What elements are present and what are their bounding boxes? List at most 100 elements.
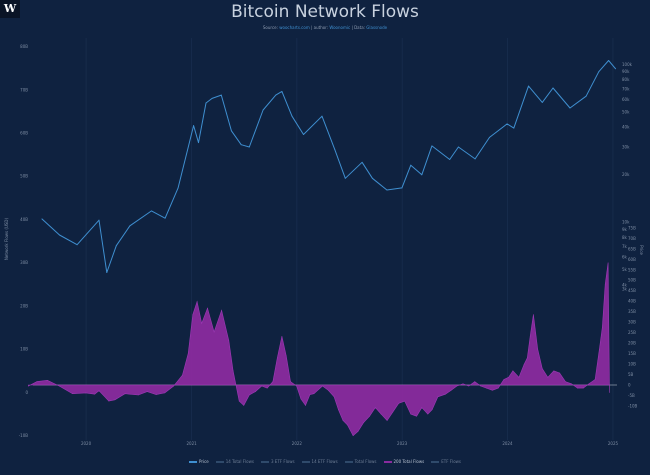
- y-right-flow-tick-label: 65B: [628, 246, 636, 251]
- y-right-price-tick-label: 7k: [622, 244, 628, 249]
- price-point: [211, 97, 213, 99]
- legend-label: 14 ETF Flows: [311, 459, 338, 464]
- price-point: [230, 130, 232, 132]
- price-point: [431, 145, 433, 147]
- flows-point: [328, 390, 329, 391]
- flows-point: [486, 387, 487, 389]
- legend-swatch: [189, 461, 197, 463]
- legend-item[interactable]: 14 ETF Flows: [301, 458, 338, 466]
- flows-point: [583, 387, 584, 389]
- legend-item[interactable]: Total Flows: [344, 458, 377, 466]
- flows-point: [338, 409, 339, 411]
- flows-point: [281, 336, 283, 337]
- price-point: [361, 161, 363, 163]
- legend-label: 200 Total Flows: [393, 459, 425, 464]
- flows-point: [313, 393, 315, 395]
- y-right-flow-tick-label: -5B: [628, 393, 635, 398]
- legend-item[interactable]: Price: [189, 458, 209, 466]
- flows-point: [201, 323, 202, 324]
- y-right-price-tick-label: 4k: [622, 282, 628, 287]
- price-point: [528, 85, 529, 87]
- legend-item[interactable]: 14 Total Flows: [215, 458, 254, 466]
- price-point: [262, 109, 264, 111]
- x-tick-label: 2024: [502, 441, 513, 446]
- legend-label: ETF Flows: [441, 459, 461, 464]
- y-right-flow-tick-label: 0: [628, 382, 631, 387]
- y-left-tick-label: 50B: [20, 174, 28, 179]
- author-link[interactable]: Woonomic: [329, 25, 351, 30]
- flows-point: [277, 357, 278, 359]
- brand-logo[interactable]: W: [0, 0, 20, 18]
- flows-point: [380, 413, 382, 415]
- price-point: [489, 136, 490, 138]
- flows-point: [410, 413, 412, 415]
- flows-point: [523, 364, 525, 365]
- y-right-flow-tick-label: 35B: [628, 309, 636, 314]
- flows-point: [571, 383, 572, 385]
- price-point: [615, 68, 617, 70]
- y-left-tick-label: 60B: [20, 130, 28, 135]
- x-tick-label: 2023: [397, 441, 408, 446]
- flows-point: [604, 284, 606, 285]
- y-right-price-tick-label: 9k: [622, 227, 628, 232]
- flows-point: [352, 435, 354, 437]
- flows-point: [138, 394, 139, 396]
- chart-subtitle: Source: woocharts.com | author: Woonomic…: [0, 25, 650, 31]
- data-link[interactable]: Glassnode: [366, 25, 388, 30]
- source-link[interactable]: woocharts.com: [279, 25, 310, 30]
- flows-point: [398, 403, 400, 404]
- y-left-tick-label: 70B: [20, 87, 28, 92]
- flows-point: [363, 422, 364, 424]
- price-point: [569, 107, 571, 109]
- flows-point: [342, 420, 344, 421]
- price-point: [248, 146, 250, 148]
- legend-item[interactable]: ETF Flows: [431, 458, 461, 466]
- price-point: [541, 101, 543, 103]
- flows-point: [456, 385, 458, 387]
- price-point: [275, 94, 277, 96]
- flows-point: [85, 392, 87, 394]
- flows-point: [296, 385, 297, 387]
- y-right-price-tick-label: 100k: [622, 62, 633, 67]
- flows-point: [261, 385, 263, 387]
- legend-item[interactable]: 3 ETF Flows: [260, 458, 295, 466]
- chart-legend[interactable]: Price 14 Total Flows 3 ETF Flows 14 ETF Flo…: [0, 458, 650, 466]
- legend-label: 3 ETF Flows: [270, 459, 295, 464]
- flows-point: [542, 368, 543, 370]
- y-left-tick-label: 10B: [20, 347, 28, 352]
- flows-point: [357, 431, 359, 432]
- price-point: [303, 134, 304, 135]
- y-right-price-tick-label: 50k: [622, 109, 630, 114]
- flows-point: [28, 385, 29, 387]
- legend-item[interactable]: 200 Total Flows: [383, 458, 425, 466]
- flows-point: [386, 420, 388, 421]
- price-point: [115, 245, 117, 247]
- price-point: [608, 60, 610, 61]
- flows-point: [266, 387, 268, 389]
- y-right-price-tick-label: 30k: [622, 144, 630, 149]
- flows-point: [187, 353, 189, 354]
- flows-point: [146, 391, 148, 392]
- legend-swatch: [301, 461, 310, 463]
- y-right-flow-tick-label: 70B: [628, 236, 636, 241]
- legend-swatch: [260, 461, 269, 463]
- price-point: [177, 187, 179, 189]
- flows-point: [272, 381, 274, 382]
- legend-label: Price: [199, 459, 209, 464]
- flows-point: [305, 405, 306, 406]
- flows-point: [238, 400, 240, 402]
- y-left-tick-label: 20B: [20, 303, 28, 308]
- y-left-tick-label: 40B: [20, 217, 28, 222]
- flows-point: [533, 314, 534, 315]
- flows-point: [114, 399, 116, 401]
- flows-series: [28, 262, 610, 437]
- price-series: [41, 60, 617, 273]
- flows-point: [468, 385, 470, 387]
- y-left-axis-label: Network Flows (USD): [4, 218, 9, 261]
- flows-point: [588, 383, 590, 385]
- axes: 2020 2021 2022 2023 2024 2025 -10B 0 10B 20B 30B 40…: [4, 44, 644, 446]
- flows-point: [243, 405, 245, 406]
- flows-point: [285, 355, 287, 357]
- legend-swatch: [344, 461, 353, 463]
